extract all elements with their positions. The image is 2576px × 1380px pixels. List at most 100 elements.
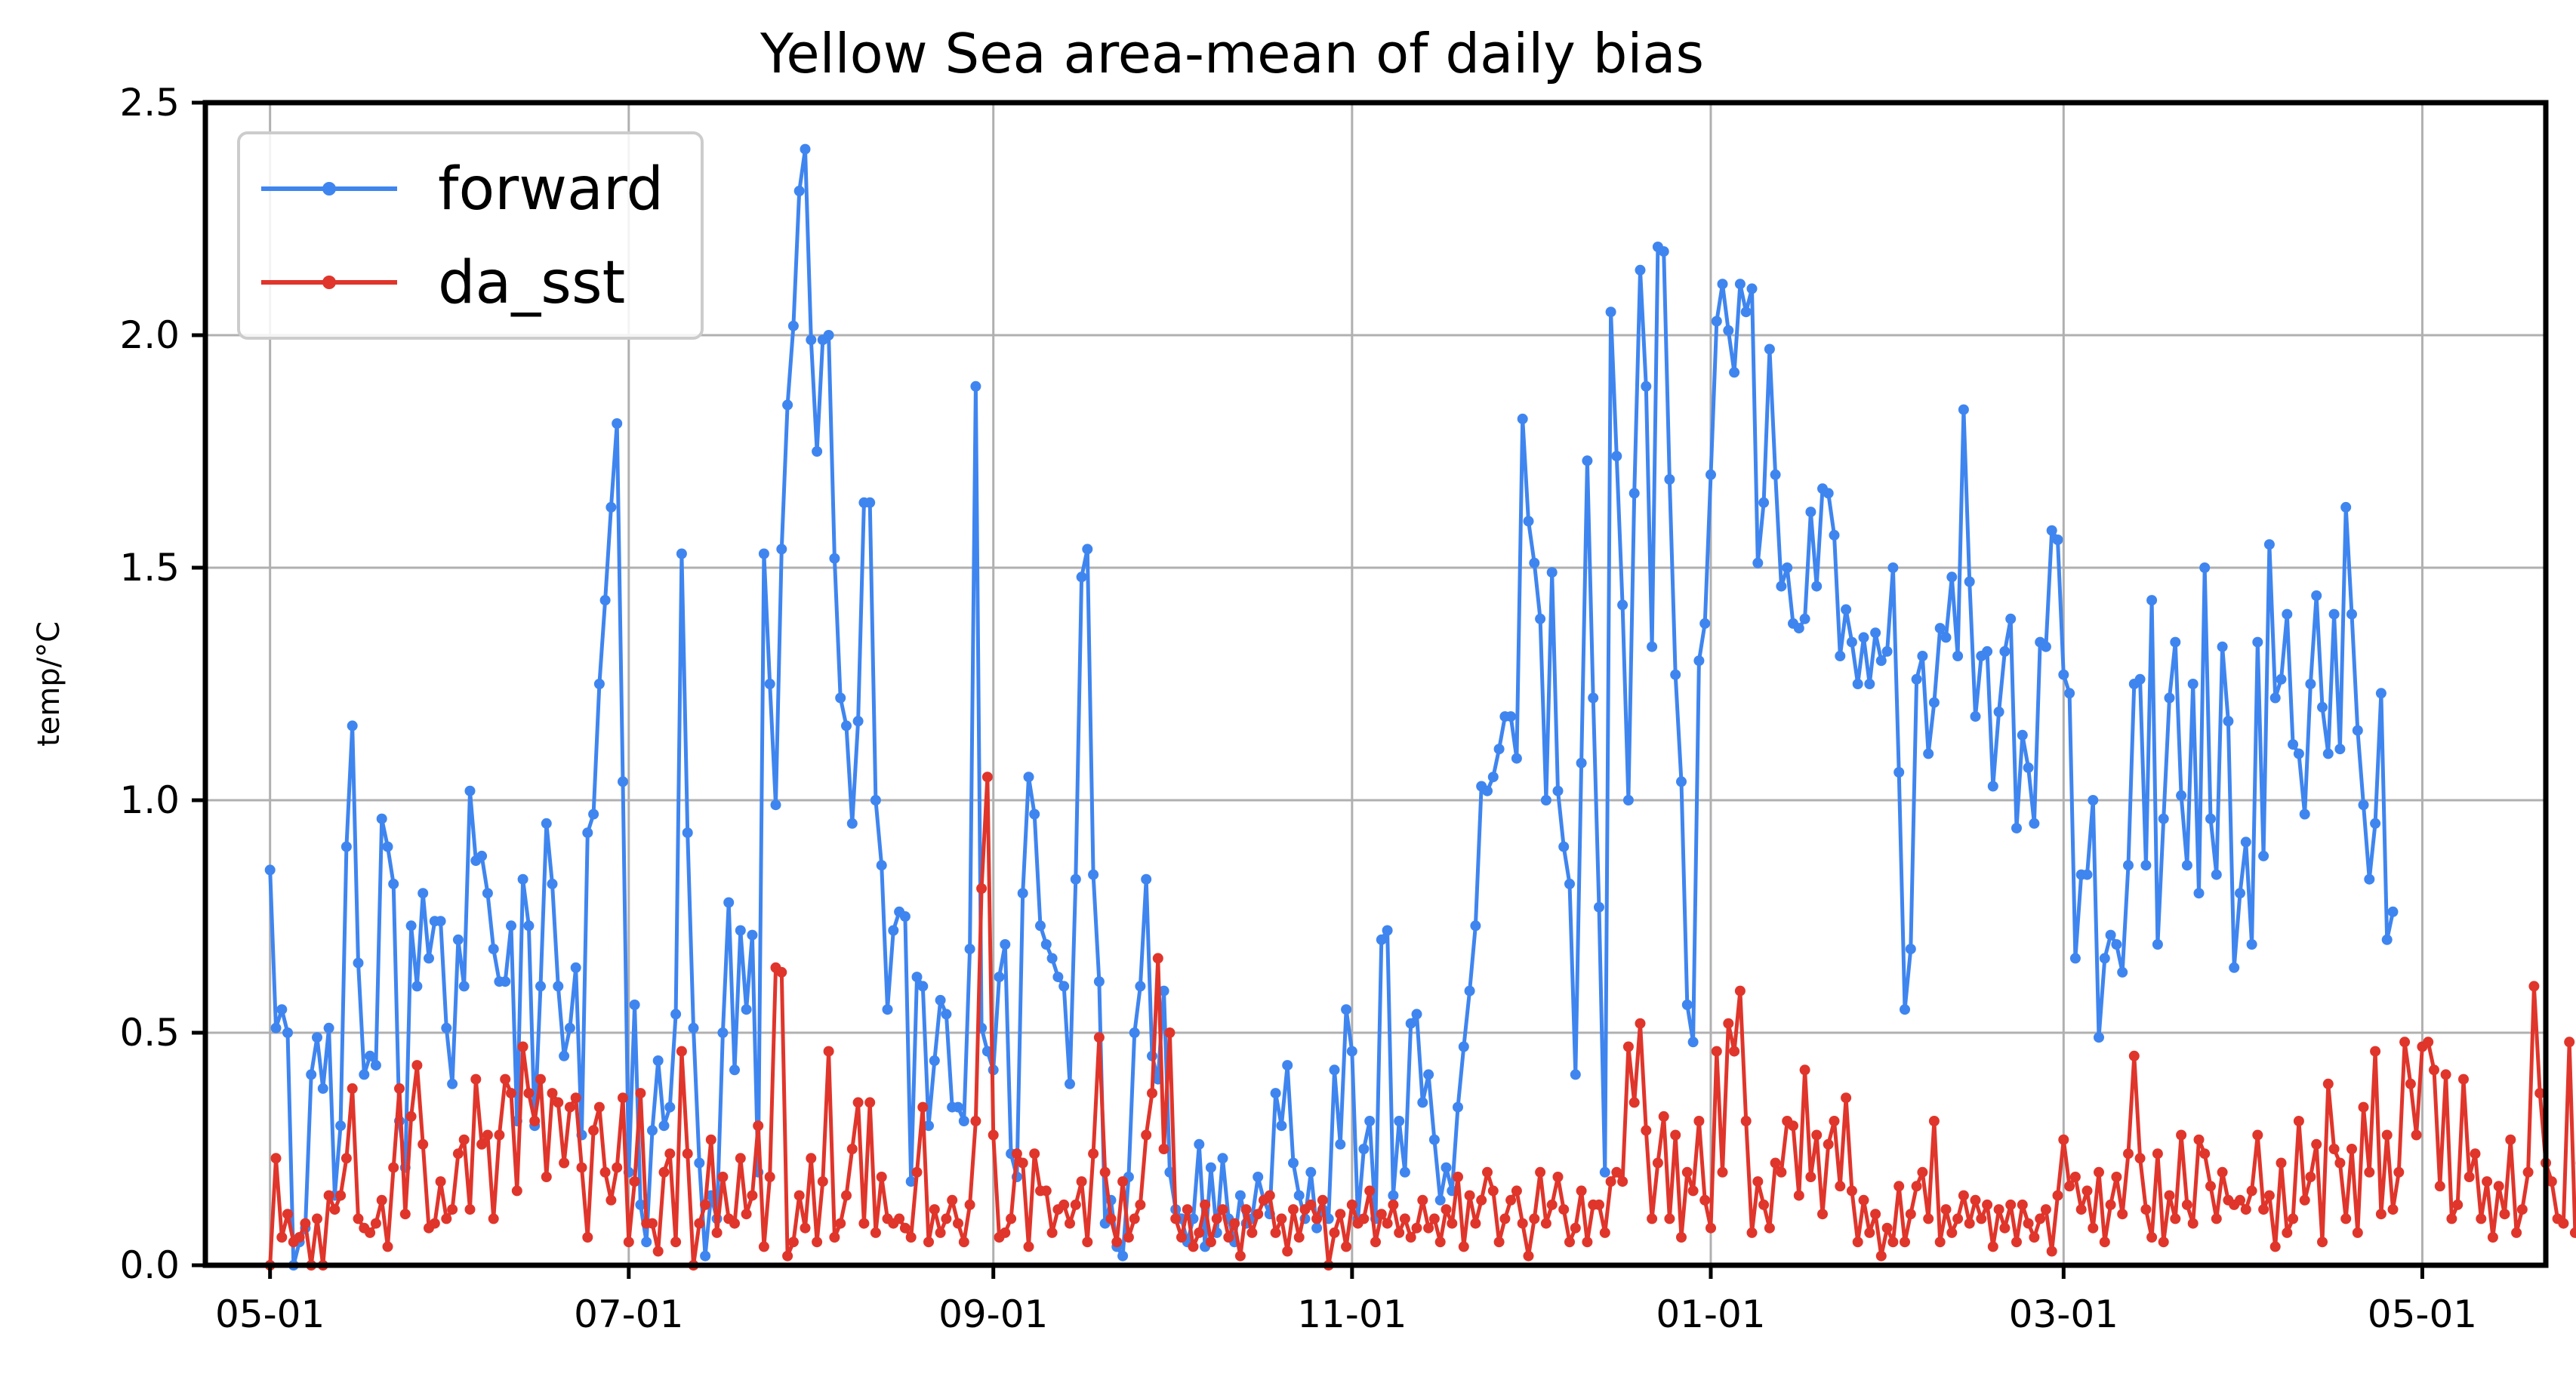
data-point bbox=[635, 1088, 646, 1099]
x-tick-label: 03-01 bbox=[2009, 1292, 2118, 1336]
data-point bbox=[2094, 1166, 2104, 1178]
data-point bbox=[1699, 1194, 1711, 1206]
data-point bbox=[1793, 1190, 1804, 1201]
data-point bbox=[482, 1129, 493, 1141]
data-point bbox=[1934, 623, 1946, 634]
data-point bbox=[670, 1237, 682, 1248]
data-point bbox=[1729, 367, 1740, 378]
data-point bbox=[729, 1064, 740, 1076]
data-point bbox=[1065, 1078, 1075, 1089]
data-point bbox=[717, 1172, 729, 1182]
data-point bbox=[612, 1162, 623, 1173]
data-point bbox=[812, 1237, 823, 1248]
data-point bbox=[787, 320, 799, 331]
data-point bbox=[2288, 1213, 2299, 1224]
data-point bbox=[953, 1218, 963, 1229]
legend-box bbox=[237, 131, 704, 340]
data-point bbox=[2246, 1185, 2257, 1197]
data-point bbox=[535, 1074, 546, 1085]
data-point bbox=[2235, 1194, 2245, 1206]
data-point bbox=[1793, 623, 1804, 634]
data-point bbox=[405, 920, 417, 932]
data-point bbox=[800, 1222, 811, 1234]
data-point bbox=[382, 1241, 393, 1252]
data-point bbox=[1770, 1157, 1781, 1169]
y-tick-label: 2.0 bbox=[119, 313, 180, 357]
data-point bbox=[876, 1172, 887, 1182]
data-point bbox=[2423, 1037, 2434, 1048]
data-point bbox=[888, 925, 899, 936]
data-point bbox=[876, 860, 887, 871]
data-point bbox=[1717, 1166, 1728, 1178]
data-point bbox=[1164, 1027, 1176, 1038]
data-point bbox=[2405, 1078, 2416, 1089]
data-point bbox=[564, 1022, 575, 1033]
data-point bbox=[2052, 534, 2063, 545]
data-point bbox=[1070, 1199, 1081, 1210]
data-point bbox=[894, 1213, 905, 1224]
data-point bbox=[823, 1046, 834, 1057]
data-point bbox=[1023, 772, 1034, 783]
data-point bbox=[1147, 1088, 1157, 1099]
data-point bbox=[870, 795, 881, 806]
data-point bbox=[1982, 645, 1993, 657]
data-point bbox=[1799, 613, 1810, 624]
data-point bbox=[899, 911, 911, 922]
data-point bbox=[2282, 1227, 2293, 1238]
data-point bbox=[1482, 785, 1493, 796]
data-point bbox=[2069, 1172, 2081, 1182]
data-point bbox=[1499, 1213, 1511, 1224]
data-point bbox=[2346, 608, 2357, 620]
data-point bbox=[458, 981, 470, 992]
y-tick-label: 0.5 bbox=[119, 1011, 180, 1055]
data-point bbox=[1341, 1004, 1352, 1015]
data-point bbox=[1000, 939, 1011, 950]
data-point bbox=[306, 1069, 317, 1080]
data-point bbox=[1911, 1181, 1922, 1192]
data-point bbox=[1293, 1232, 1305, 1243]
data-point bbox=[2152, 939, 2163, 950]
data-point bbox=[2035, 1213, 2046, 1224]
data-point bbox=[1093, 976, 1105, 987]
data-point bbox=[1764, 343, 1775, 355]
data-point bbox=[1335, 1138, 1346, 1150]
data-point bbox=[747, 929, 758, 941]
data-point bbox=[1270, 1227, 1281, 1238]
data-point bbox=[435, 916, 446, 927]
data-point bbox=[1652, 1157, 1663, 1169]
data-point bbox=[1388, 1199, 1399, 1210]
data-point bbox=[964, 944, 975, 955]
data-point bbox=[494, 1129, 505, 1141]
data-point bbox=[1293, 1190, 1305, 1201]
data-point bbox=[2276, 673, 2287, 685]
data-point bbox=[2158, 1237, 2169, 1248]
data-point bbox=[2170, 636, 2181, 648]
data-point bbox=[1706, 1222, 1716, 1234]
data-point bbox=[2311, 590, 2322, 601]
data-point bbox=[593, 1101, 605, 1113]
data-point bbox=[1758, 1199, 1770, 1210]
data-point bbox=[2099, 953, 2110, 964]
data-point bbox=[747, 1190, 758, 1201]
data-point bbox=[1370, 1237, 1381, 1248]
data-point bbox=[1740, 1116, 1752, 1126]
data-point bbox=[1858, 632, 1869, 643]
x-tick-label: 05-01 bbox=[2368, 1292, 2477, 1336]
data-point bbox=[953, 1101, 963, 1113]
data-point bbox=[2011, 1237, 2022, 1248]
data-point bbox=[2387, 1204, 2399, 1215]
data-point bbox=[1058, 981, 1070, 992]
data-point bbox=[2375, 1209, 2386, 1220]
data-point bbox=[1881, 645, 1893, 657]
data-point bbox=[1917, 651, 1928, 661]
data-point bbox=[2493, 1181, 2504, 1192]
data-point bbox=[2346, 1144, 2357, 1154]
data-point bbox=[2528, 981, 2540, 992]
data-point bbox=[2152, 1148, 2163, 1160]
data-point bbox=[1000, 1227, 1011, 1238]
data-point bbox=[2322, 1078, 2334, 1089]
data-point bbox=[2358, 799, 2369, 811]
data-point bbox=[1117, 1176, 1129, 1187]
data-point bbox=[923, 1120, 934, 1132]
data-point bbox=[1411, 1009, 1422, 1020]
